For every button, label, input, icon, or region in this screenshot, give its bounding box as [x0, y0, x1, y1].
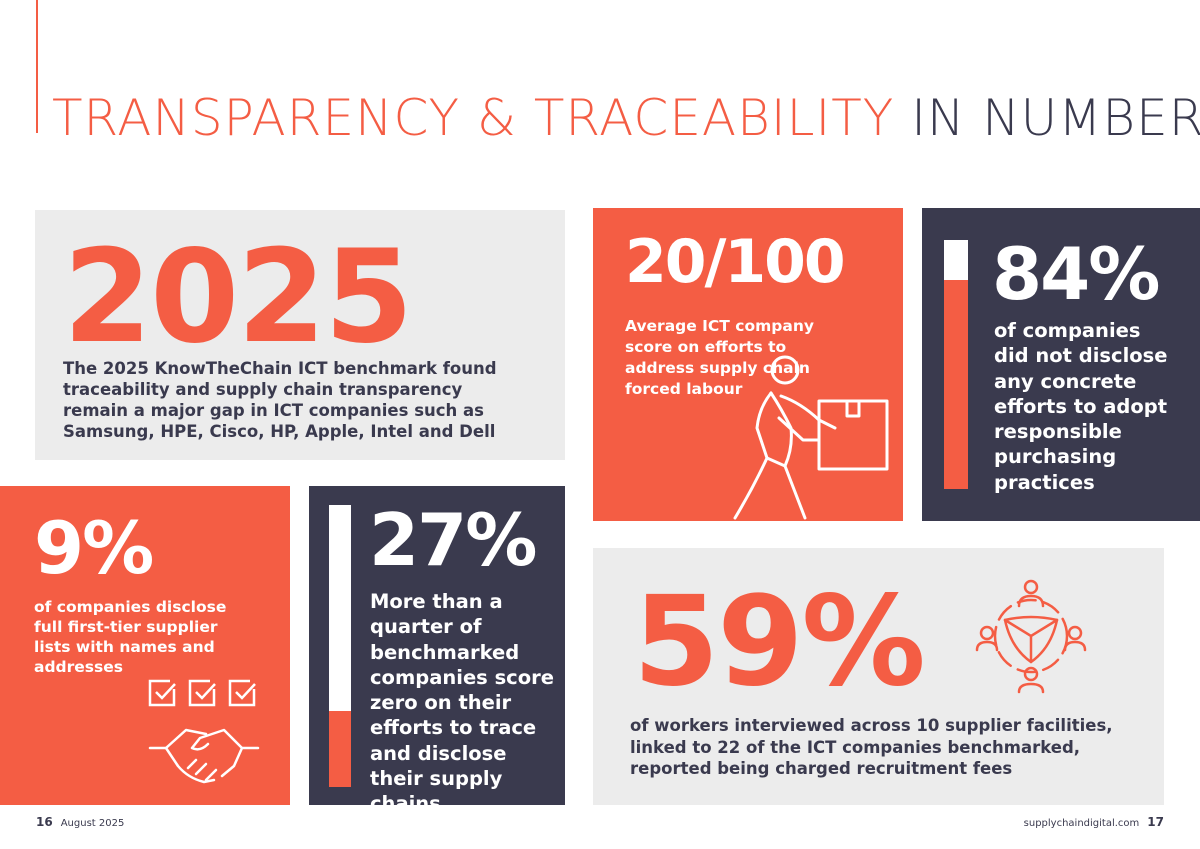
- stat-value-27: 27%: [369, 498, 537, 582]
- stat-value-score: 20/100: [625, 227, 846, 297]
- stat-value-84: 84%: [992, 232, 1160, 316]
- stat-card-zero-score: 27% More than a quarter of benchmarked c…: [309, 486, 565, 805]
- stat-text-score: Average ICT company score on efforts to …: [625, 317, 814, 398]
- stat-value-9: 9%: [34, 506, 154, 590]
- page-title-highlight: TRANSPARENCY & TRACEABILITY: [52, 89, 895, 147]
- page-number-left: 16: [36, 815, 53, 829]
- progress-bar-27: [329, 505, 351, 787]
- stat-text-recruitment-fees: of workers interviewed across 10 supplie…: [630, 716, 1113, 778]
- stat-text-zero-score: More than a quarter of benchmarked compa…: [370, 590, 554, 805]
- stat-card-supplier-lists: 9% of companies disclose full first-tier…: [0, 486, 290, 805]
- stat-value-2025: 2025: [63, 223, 413, 372]
- checkbox-icon: [228, 679, 256, 707]
- site-url[interactable]: supplychaindigital.com: [1023, 818, 1140, 829]
- stat-card-benchmark: 2025 The 2025 KnowTheChain ICT benchmark…: [35, 210, 565, 460]
- worker-carrying-box-icon: [733, 355, 889, 520]
- stat-value-59: 59%: [633, 570, 926, 714]
- stat-text-supplier-lists: of companies disclose full first-tier su…: [34, 598, 227, 676]
- checkbox-icon: [188, 679, 216, 707]
- stat-card-recruitment-fees: 59% of workers interviewed across 10 sup…: [593, 548, 1164, 805]
- stat-card-score: 20/100 Average ICT company score on effo…: [593, 208, 903, 521]
- connected-people-network-icon: [975, 579, 1087, 694]
- progress-bar-84: [944, 240, 968, 489]
- progress-fill-27: [329, 710, 351, 787]
- checkbox-icon: [148, 679, 176, 707]
- footer-left: 16 August 2025: [36, 815, 124, 829]
- progress-fill-84: [944, 279, 968, 489]
- stat-text-purchasing: of companies did not disclose any concre…: [994, 319, 1168, 494]
- stat-card-purchasing: 84% of companies did not disclose any co…: [922, 208, 1200, 521]
- accent-rule: [36, 0, 38, 133]
- stat-text-benchmark: The 2025 KnowTheChain ICT benchmark foun…: [63, 359, 497, 441]
- page-title-rest: IN NUMBERS: [911, 89, 1200, 147]
- page-title: TRANSPARENCY & TRACEABILITY IN NUMBERS: [52, 88, 1200, 148]
- page-number-right: 17: [1147, 815, 1164, 829]
- footer-right: supplychaindigital.com 17: [1024, 815, 1164, 829]
- handshake-icon: [148, 728, 260, 784]
- issue-date: August 2025: [60, 818, 125, 829]
